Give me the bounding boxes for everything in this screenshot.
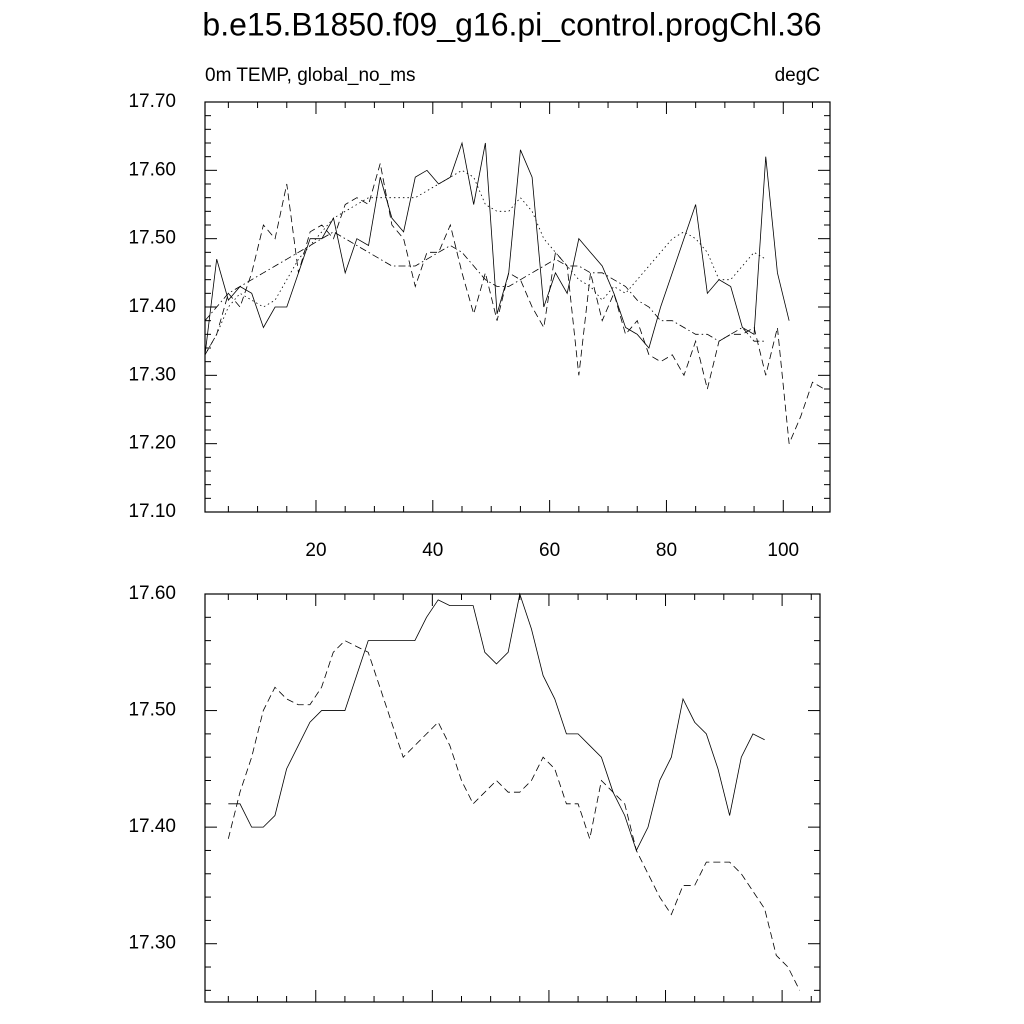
y-tick-label: 17.60: [128, 583, 176, 604]
subtitle-left: 0m TEMP, global_no_ms: [205, 65, 416, 86]
y-tick-label: 17.50: [128, 228, 176, 249]
y-tick-label: 17.30: [128, 933, 176, 954]
x-tick-label: 40: [422, 540, 443, 561]
x-tick-label: 80: [656, 540, 677, 561]
y-tick-label: 17.40: [128, 296, 176, 317]
x-tick-label: 100: [767, 540, 799, 561]
y-tick-label: 17.20: [128, 433, 176, 454]
x-tick-label: 60: [539, 540, 560, 561]
y-tick-label: 17.30: [128, 364, 176, 385]
y-tick-label: 17.10: [128, 501, 176, 522]
y-tick-label: 17.40: [128, 816, 176, 837]
series-line: [227, 640, 800, 991]
series-line: [204, 231, 766, 342]
y-tick-label: 17.60: [128, 159, 176, 180]
plot-frame: [204, 593, 821, 1003]
series-line: [204, 141, 790, 355]
subtitle-right: degC: [775, 65, 820, 86]
series-line: [204, 163, 825, 444]
series-line: [204, 169, 766, 356]
y-tick-label: 17.50: [128, 700, 176, 721]
series-line: [228, 592, 765, 852]
x-tick-label: 20: [305, 540, 326, 561]
chart-title: b.e15.B1850.f09_g16.pi_control.progChl.3…: [202, 6, 821, 42]
plot-frame: [204, 101, 831, 513]
y-tick-label: 17.70: [128, 91, 176, 112]
